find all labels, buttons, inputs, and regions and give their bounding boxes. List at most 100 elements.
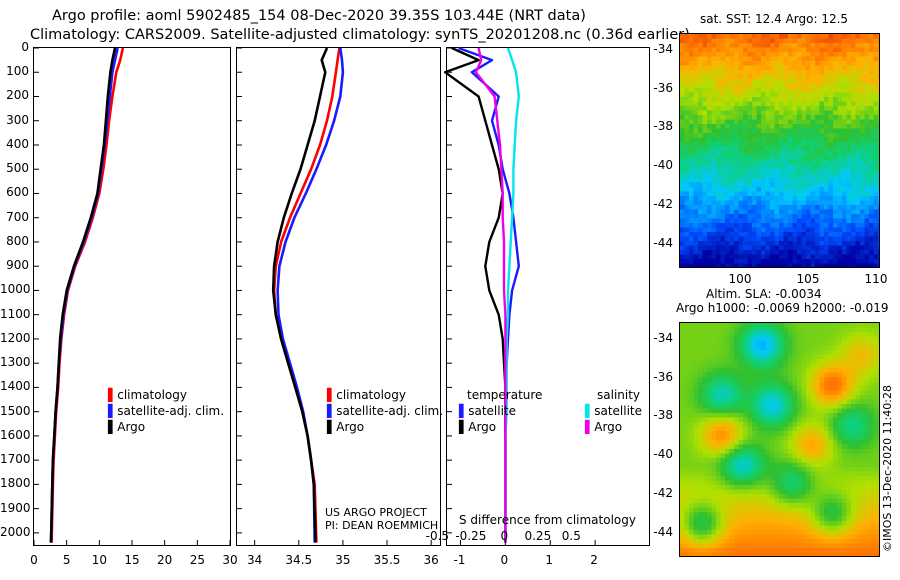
sla-map-cell	[725, 345, 730, 351]
sla-map-cell	[878, 386, 879, 391]
sst-map-cell	[815, 101, 820, 107]
sst-map-cell	[828, 61, 834, 66]
sst-map-cell	[788, 106, 793, 111]
sla-map-cell	[788, 404, 793, 409]
sla-map-cell	[765, 386, 771, 391]
sst-map-cell	[747, 214, 753, 219]
sla-map-cell	[698, 530, 703, 535]
sla-map-cell	[770, 444, 775, 450]
sst-map-cell	[770, 56, 775, 62]
sla-map-cell	[851, 413, 856, 418]
sla-map-cell	[761, 422, 766, 427]
sst-map-cell	[869, 250, 874, 255]
sla-map-cell	[684, 485, 690, 490]
sla-map-cell	[729, 386, 735, 391]
sst-map-cell	[842, 191, 847, 197]
sla-map-cell	[797, 341, 802, 346]
sla-map-cell	[752, 548, 757, 553]
sla-map-cell	[860, 440, 865, 445]
sla-map-cell	[851, 332, 856, 337]
sst-map-cell	[720, 83, 726, 89]
sst-map-cell	[725, 178, 730, 183]
sla-map-cell	[842, 399, 847, 405]
sst-map-cell	[761, 128, 766, 134]
sla-map-cell	[869, 440, 874, 445]
sla-map-cell	[855, 521, 861, 526]
sla-map-cell	[765, 372, 771, 378]
sla-map-cell	[756, 345, 762, 351]
sst-map-cell	[761, 151, 766, 156]
sla-map-cell	[693, 449, 699, 454]
sst-map-cell	[828, 88, 834, 93]
sla-map-cell	[792, 462, 798, 468]
sla-map-cell	[689, 521, 694, 526]
sst-map-cell	[828, 223, 834, 228]
sla-map-cell	[792, 354, 798, 360]
sla-map-cell	[797, 359, 802, 364]
sla-map-cell	[783, 444, 789, 450]
sla-map-cell	[824, 372, 829, 378]
sst-map-cell	[720, 124, 726, 129]
sst-map-cell	[815, 56, 820, 62]
sla-map-cell	[734, 332, 739, 337]
sla-map-cell	[725, 354, 730, 360]
sst-map-cell	[869, 236, 874, 242]
sla-map-cell	[855, 413, 861, 418]
sla-map-cell	[720, 417, 726, 423]
sst-map-cell	[738, 245, 744, 251]
sst-map-cell	[738, 173, 744, 179]
sst-map-cell	[855, 223, 861, 228]
sst-map-cell	[824, 142, 829, 147]
sla-map-cell	[716, 413, 721, 418]
sst-map-cell	[846, 110, 852, 116]
sst-map-cell	[765, 151, 771, 156]
legend-climatology-sal: ▌climatology	[327, 388, 406, 402]
sst-map-cell	[702, 137, 708, 143]
sst-map-cell	[698, 133, 703, 138]
sst-map-cell	[689, 263, 694, 267]
sla-map-cell	[743, 426, 748, 432]
sla-map-cell	[684, 543, 690, 549]
sst-map-cell	[720, 56, 726, 62]
sla-map-cell	[738, 377, 744, 382]
sla-map-cell	[851, 399, 856, 405]
sst-map-cell	[846, 169, 852, 174]
sla-map-cell	[810, 332, 816, 337]
sst-map-cell	[720, 137, 726, 143]
sla-map-cell	[806, 530, 811, 535]
sla-map-cell	[819, 543, 825, 549]
sst-map-cell	[869, 92, 874, 98]
sla-map-cell	[774, 395, 780, 400]
sst-map-cell	[806, 187, 811, 192]
sst-map-cell	[842, 74, 847, 80]
sla-map-cell	[761, 462, 766, 468]
sst-map-cell	[801, 133, 807, 138]
sst-map-cell	[707, 160, 712, 165]
sst-map-cell	[797, 205, 802, 210]
sst-map-cell	[824, 191, 829, 197]
sla-map-cell	[783, 386, 789, 391]
sst-map-cell	[770, 146, 775, 152]
sla-map-cell	[873, 543, 879, 549]
sst-map-cell	[752, 92, 757, 98]
sst-map-cell	[747, 56, 753, 62]
sla-map-cell	[770, 359, 775, 364]
sla-map-cell	[680, 471, 685, 477]
sla-map-cell	[828, 327, 834, 333]
sla-map-cell	[770, 530, 775, 535]
sst-map-cell	[756, 178, 762, 183]
sst-map-cell	[698, 110, 703, 116]
sla-map-cell	[878, 426, 879, 432]
sst-map-cell	[756, 110, 762, 116]
sst-map-cell	[878, 169, 879, 174]
sst-map-cell	[765, 191, 771, 197]
sst-map-cell	[729, 259, 735, 264]
sla-map-cell	[698, 435, 703, 441]
sla-map-cell	[797, 521, 802, 526]
sst-map-cell	[846, 254, 852, 260]
sst-map-cell	[855, 88, 861, 93]
sla-map-cell	[824, 449, 829, 454]
sla-map-cell	[734, 323, 739, 328]
sla-map-cell	[765, 440, 771, 445]
sla-map-cell	[833, 534, 838, 540]
